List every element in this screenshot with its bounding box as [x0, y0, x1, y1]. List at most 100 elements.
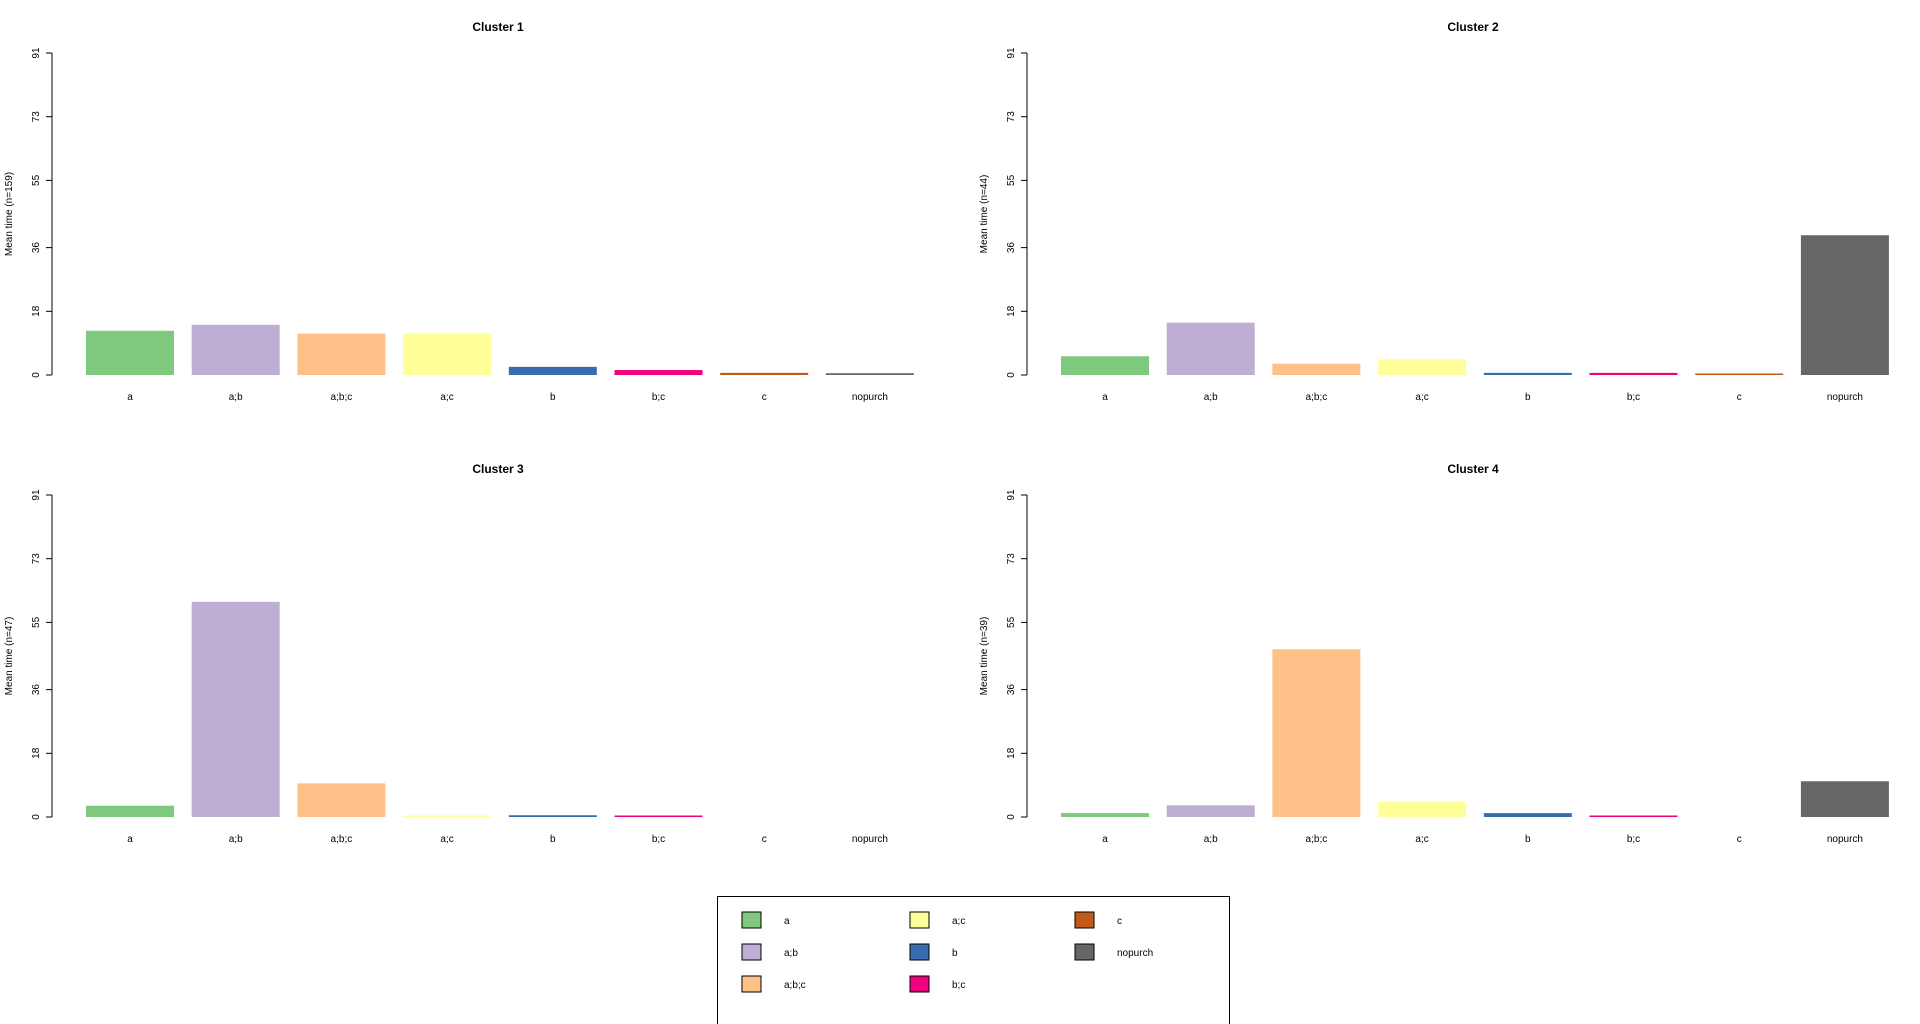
legend-swatch-b-c: [910, 976, 929, 992]
legend-swatch-nopurch: [1075, 944, 1094, 960]
y-axis-label: Mean time (n=159): [4, 172, 15, 256]
chart-panel-1: Cluster 1 0 18 36 55 73 91 Mean time (n=159) a a;…: [4, 20, 914, 403]
legend-label: nopurch: [1117, 948, 1153, 959]
x-category-label: nopurch: [1827, 834, 1863, 845]
bar-b-c: [1590, 816, 1678, 818]
bar-b-c: [615, 370, 703, 375]
bar-b: [1484, 813, 1572, 817]
x-category-label: c: [762, 392, 767, 403]
chart-title: Cluster 3: [472, 462, 524, 476]
legend-swatch-b: [910, 944, 929, 960]
x-category-label: b: [550, 392, 556, 403]
x-category-label: a;b: [229, 392, 243, 403]
bar-a-b-c: [297, 783, 385, 817]
y-tick-label: 91: [1006, 47, 1017, 59]
x-category-label: a;b: [229, 834, 243, 845]
x-category-label: a;b;c: [331, 834, 353, 845]
legend: a a;b a;b;c a;c b b;c c nopurch: [718, 897, 1230, 1024]
y-tick-label: 18: [1006, 305, 1017, 317]
y-tick-label: 0: [1006, 372, 1017, 378]
bar-b-c: [615, 816, 703, 818]
legend-swatch-c: [1075, 912, 1094, 928]
bar-a-b-c: [297, 334, 385, 375]
legend-swatch-a-b: [742, 944, 761, 960]
x-category-label: nopurch: [852, 392, 888, 403]
x-category-label: a;c: [440, 392, 453, 403]
y-tick-label: 36: [31, 684, 42, 696]
x-category-label: a;b: [1204, 834, 1218, 845]
x-category-label: a: [1102, 392, 1108, 403]
legend-label: b;c: [952, 980, 965, 991]
x-category-label: b: [550, 834, 556, 845]
y-tick-label: 73: [31, 111, 42, 123]
x-category-label: b;c: [652, 834, 665, 845]
x-category-label: nopurch: [852, 834, 888, 845]
x-category-label: a: [1102, 834, 1108, 845]
x-category-label: a: [127, 834, 133, 845]
y-tick-label: 18: [1006, 747, 1017, 759]
x-category-label: c: [1737, 392, 1742, 403]
chart-title: Cluster 2: [1447, 20, 1499, 34]
y-axis-label: Mean time (n=39): [979, 617, 990, 696]
bar-a: [1061, 813, 1149, 817]
bar-a-b: [192, 602, 280, 817]
x-category-label: b;c: [1627, 834, 1640, 845]
legend-label: a;c: [952, 916, 965, 927]
x-category-label: a;b;c: [331, 392, 353, 403]
x-category-label: b: [1525, 834, 1531, 845]
y-tick-label: 91: [1006, 489, 1017, 501]
x-category-label: b: [1525, 392, 1531, 403]
y-tick-label: 36: [1006, 684, 1017, 696]
x-category-label: c: [762, 834, 767, 845]
legend-swatch-a-b-c: [742, 976, 761, 992]
x-category-label: a;b: [1204, 392, 1218, 403]
y-tick-label: 36: [1006, 242, 1017, 254]
bar-a: [86, 331, 174, 375]
bar-a-b: [1167, 323, 1255, 375]
y-tick-label: 18: [31, 747, 42, 759]
y-axis-label: Mean time (n=44): [979, 175, 990, 254]
legend-label: a: [784, 916, 790, 927]
bar-a: [1061, 356, 1149, 375]
x-category-label: a;c: [1415, 392, 1428, 403]
legend-swatch-a-c: [910, 912, 929, 928]
y-tick-label: 55: [31, 174, 42, 186]
x-category-label: nopurch: [1827, 392, 1863, 403]
x-category-label: a;b;c: [1306, 392, 1328, 403]
chart-panel-3: Cluster 3 0 18 36 55 73 91 Mean time (n=47) a a;b…: [4, 462, 888, 845]
y-tick-label: 0: [31, 814, 42, 820]
bar-nopurch: [1801, 781, 1889, 817]
x-category-label: a;c: [1415, 834, 1428, 845]
y-tick-label: 55: [1006, 616, 1017, 628]
y-tick-label: 0: [31, 372, 42, 378]
y-tick-label: 91: [31, 47, 42, 59]
legend-label: a;b;c: [784, 980, 806, 991]
y-tick-label: 73: [31, 553, 42, 565]
bar-nopurch: [1801, 235, 1889, 375]
bar-a-b-c: [1272, 649, 1360, 817]
cluster-bar-chart-figure: Cluster 1 0 18 36 55 73 91 Mean time (n=159) a a;…: [0, 0, 1920, 1024]
bar-a-b-c: [1272, 364, 1360, 375]
y-tick-label: 55: [31, 616, 42, 628]
x-category-label: c: [1737, 834, 1742, 845]
bar-b: [1484, 373, 1572, 375]
bar-a-c: [403, 816, 491, 818]
x-category-label: b;c: [652, 392, 665, 403]
bar-c: [720, 373, 808, 375]
legend-label: a;b: [784, 948, 798, 959]
bar-a-c: [1378, 802, 1466, 817]
y-axis-label: Mean time (n=47): [4, 617, 15, 696]
y-tick-label: 18: [31, 305, 42, 317]
y-tick-label: 73: [1006, 553, 1017, 565]
legend-box: [718, 897, 1230, 1024]
bar-nopurch: [826, 373, 914, 375]
x-category-label: a;c: [440, 834, 453, 845]
bar-b-c: [1590, 373, 1678, 375]
chart-title: Cluster 1: [472, 20, 524, 34]
legend-swatch-a: [742, 912, 761, 928]
legend-label: c: [1117, 916, 1122, 927]
bar-a-b: [192, 325, 280, 375]
y-tick-label: 0: [1006, 814, 1017, 820]
x-category-label: a;b;c: [1306, 834, 1328, 845]
y-tick-label: 91: [31, 489, 42, 501]
